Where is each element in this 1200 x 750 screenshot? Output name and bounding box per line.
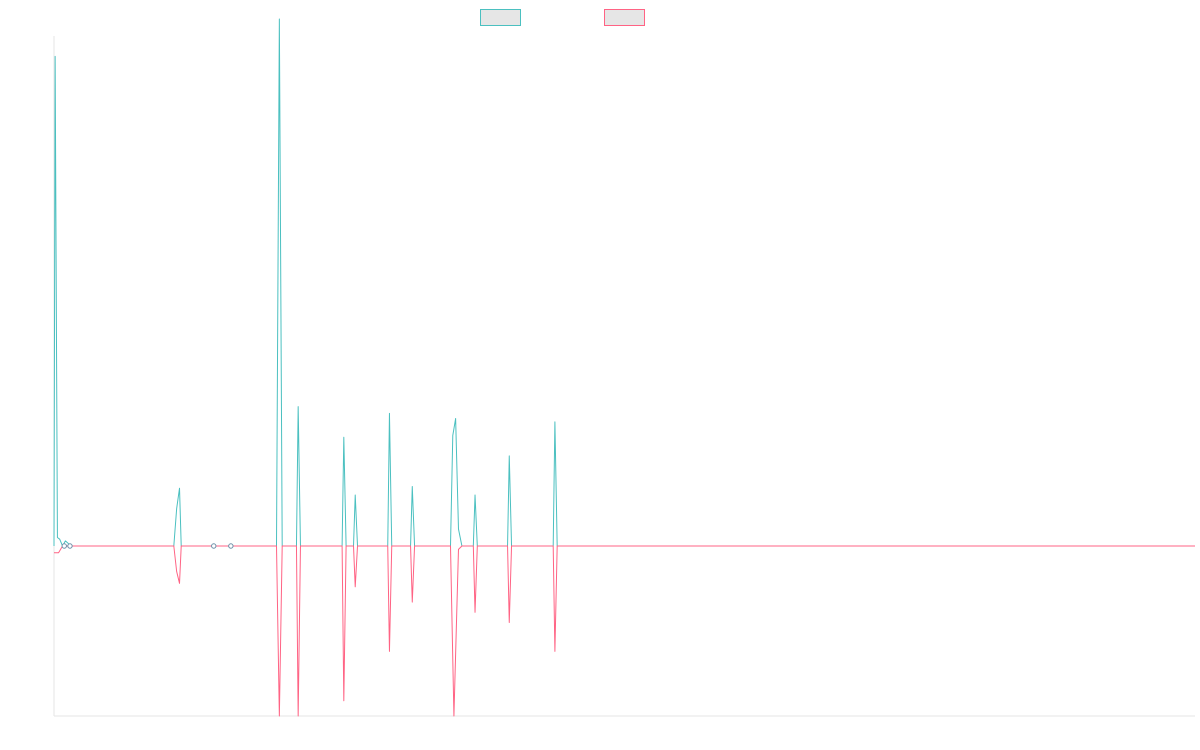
legend-item-1[interactable]: [480, 9, 521, 26]
legend-item-2[interactable]: [604, 9, 645, 26]
series-line-1: [53, 18, 1195, 547]
legend-swatch: [480, 9, 521, 26]
legend-swatch: [604, 9, 645, 26]
data-point-marker: [67, 543, 73, 549]
series-line-2: [54, 545, 1195, 717]
data-point-marker: [211, 543, 217, 549]
chart-plot-area: [53, 18, 1195, 717]
chart-legend[interactable]: [480, 9, 645, 26]
data-point-marker: [61, 543, 67, 549]
chart-axes: [53, 36, 1195, 717]
data-point-marker: [228, 543, 234, 549]
